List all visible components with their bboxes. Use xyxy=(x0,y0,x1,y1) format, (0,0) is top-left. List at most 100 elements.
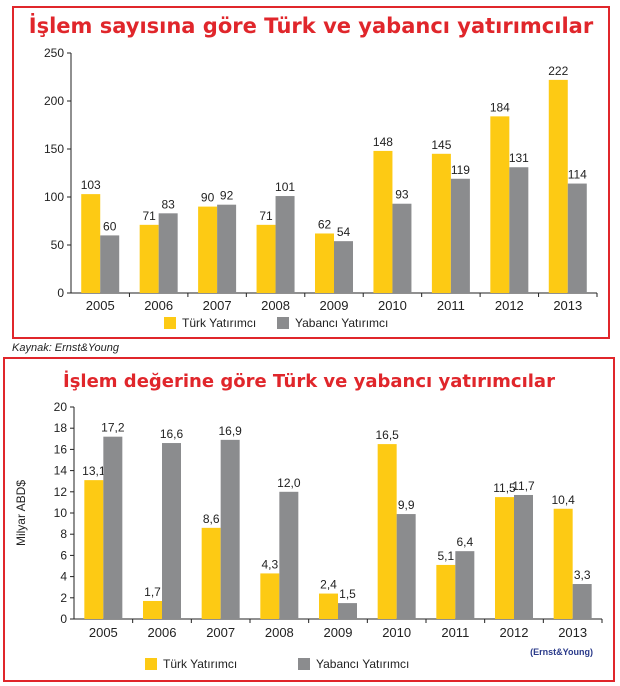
bar-yabanci xyxy=(514,494,533,619)
value-label: 1,5 xyxy=(339,587,356,601)
bar-turk xyxy=(315,233,334,293)
value-label: 16,6 xyxy=(160,427,184,441)
chart-panel-value: İşlem değerine göre Türk ve yabancı yatı… xyxy=(3,357,615,682)
x-tick-label: 2006 xyxy=(148,625,177,640)
x-tick-label: 2010 xyxy=(378,298,407,313)
legend-swatch-turk xyxy=(164,317,176,329)
value-label: 71 xyxy=(142,209,156,223)
bar-yabanci xyxy=(158,213,178,293)
value-label: 148 xyxy=(373,135,393,149)
bar-turk xyxy=(377,444,397,619)
y-tick-label: 250 xyxy=(44,46,64,60)
value-label: 12,0 xyxy=(277,476,301,490)
bar-turk xyxy=(139,224,159,293)
x-tick-label: 2011 xyxy=(441,625,469,640)
legend-label: Türk Yatırımcı xyxy=(163,657,237,671)
y-tick-label: 16 xyxy=(54,442,68,456)
bar-turk xyxy=(548,79,568,293)
x-tick-label: 2013 xyxy=(553,298,582,313)
x-tick-label: 2007 xyxy=(206,625,235,640)
legend-label: Yabancı Yatırımcı xyxy=(295,316,388,330)
bar-yabanci xyxy=(455,551,475,619)
bar-yabanci xyxy=(338,603,357,619)
x-tick-label: 2012 xyxy=(500,625,529,640)
bar-yabanci xyxy=(450,178,470,293)
bar-yabanci xyxy=(509,167,529,293)
bar-chart-value: 0 2 4 6 8 10 12 14 16 18 20 2005 13,1 17,2 2006 1,7 16,6… xyxy=(14,400,603,671)
bar-yabanci xyxy=(396,514,416,619)
x-tick-label: 2008 xyxy=(261,298,290,313)
bar-yabanci xyxy=(567,183,587,293)
bar-turk xyxy=(143,600,162,619)
value-label: 119 xyxy=(451,163,470,177)
bar-turk xyxy=(84,480,104,619)
value-label: 93 xyxy=(395,188,409,202)
value-label: 101 xyxy=(275,180,295,194)
value-label: 83 xyxy=(161,197,175,211)
bar-yabanci xyxy=(103,436,123,619)
x-tick-label: 2008 xyxy=(265,625,294,640)
bar-yabanci xyxy=(275,196,295,293)
value-label: 90 xyxy=(201,191,215,205)
source-credit: (Ernst&Young) xyxy=(530,647,593,657)
bar-turk xyxy=(431,153,451,293)
x-tick-label: 2013 xyxy=(558,625,587,640)
value-label: 13,1 xyxy=(82,464,106,478)
bar-turk xyxy=(198,206,218,293)
bar-turk xyxy=(553,508,573,619)
bar-turk xyxy=(201,527,221,619)
value-label: 62 xyxy=(318,217,332,231)
y-tick-label: 100 xyxy=(44,190,64,204)
value-label: 2,4 xyxy=(320,578,337,592)
value-label: 1,7 xyxy=(144,585,161,599)
value-label: 103 xyxy=(81,178,101,192)
y-tick-label: 50 xyxy=(51,238,65,252)
bar-chart-count: 0 50 100 150 200 250 2005 103 60 2006 71 83 2007 90 92… xyxy=(44,46,598,330)
value-label: 16,5 xyxy=(375,428,399,442)
y-tick-label: 0 xyxy=(57,286,64,300)
x-tick-label: 2007 xyxy=(203,298,232,313)
value-label: 10,4 xyxy=(551,493,575,507)
value-label: 4,3 xyxy=(261,557,278,571)
y-tick-label: 18 xyxy=(54,421,68,435)
value-label: 5,1 xyxy=(437,549,454,563)
y-tick-label: 8 xyxy=(60,527,67,541)
y-tick-label: 12 xyxy=(54,485,68,499)
y-tick-label: 2 xyxy=(60,591,67,605)
bar-yabanci xyxy=(217,204,237,293)
bar-turk xyxy=(490,116,510,293)
legend-label: Türk Yatırımcı xyxy=(182,316,256,330)
value-label: 222 xyxy=(548,64,568,78)
value-label: 60 xyxy=(103,219,117,233)
value-label: 9,9 xyxy=(398,498,415,512)
x-tick-label: 2009 xyxy=(324,625,353,640)
bar-turk xyxy=(373,150,393,293)
bar-yabanci xyxy=(162,443,181,619)
chart-title: İşlem sayısına göre Türk ve yabancı yatı… xyxy=(28,14,594,38)
bar-turk xyxy=(260,573,280,619)
y-tick-label: 20 xyxy=(54,400,68,414)
y-tick-label: 14 xyxy=(54,464,68,478)
value-label: 114 xyxy=(568,168,587,182)
bar-turk xyxy=(256,224,276,293)
bar-yabanci xyxy=(279,491,299,619)
x-tick-label: 2006 xyxy=(144,298,173,313)
x-tick-label: 2010 xyxy=(382,625,411,640)
bar-yabanci xyxy=(572,584,592,619)
y-tick-label: 6 xyxy=(60,548,67,562)
value-label: 71 xyxy=(259,209,273,223)
value-label: 17,2 xyxy=(101,421,125,435)
y-tick-label: 4 xyxy=(60,570,67,584)
y-tick-label: 10 xyxy=(54,506,68,520)
legend-swatch-yabanci xyxy=(298,658,310,670)
value-label: 92 xyxy=(220,189,234,203)
value-label: 54 xyxy=(337,225,351,239)
y-tick-label: 150 xyxy=(44,142,64,156)
value-label: 6,4 xyxy=(456,535,473,549)
value-label: 11,7 xyxy=(512,479,535,493)
value-label: 3,3 xyxy=(574,568,591,582)
legend-swatch-turk xyxy=(145,658,157,670)
value-label: 16,9 xyxy=(218,424,242,438)
bar-yabanci xyxy=(100,235,120,293)
y-tick-label: 200 xyxy=(44,94,64,108)
